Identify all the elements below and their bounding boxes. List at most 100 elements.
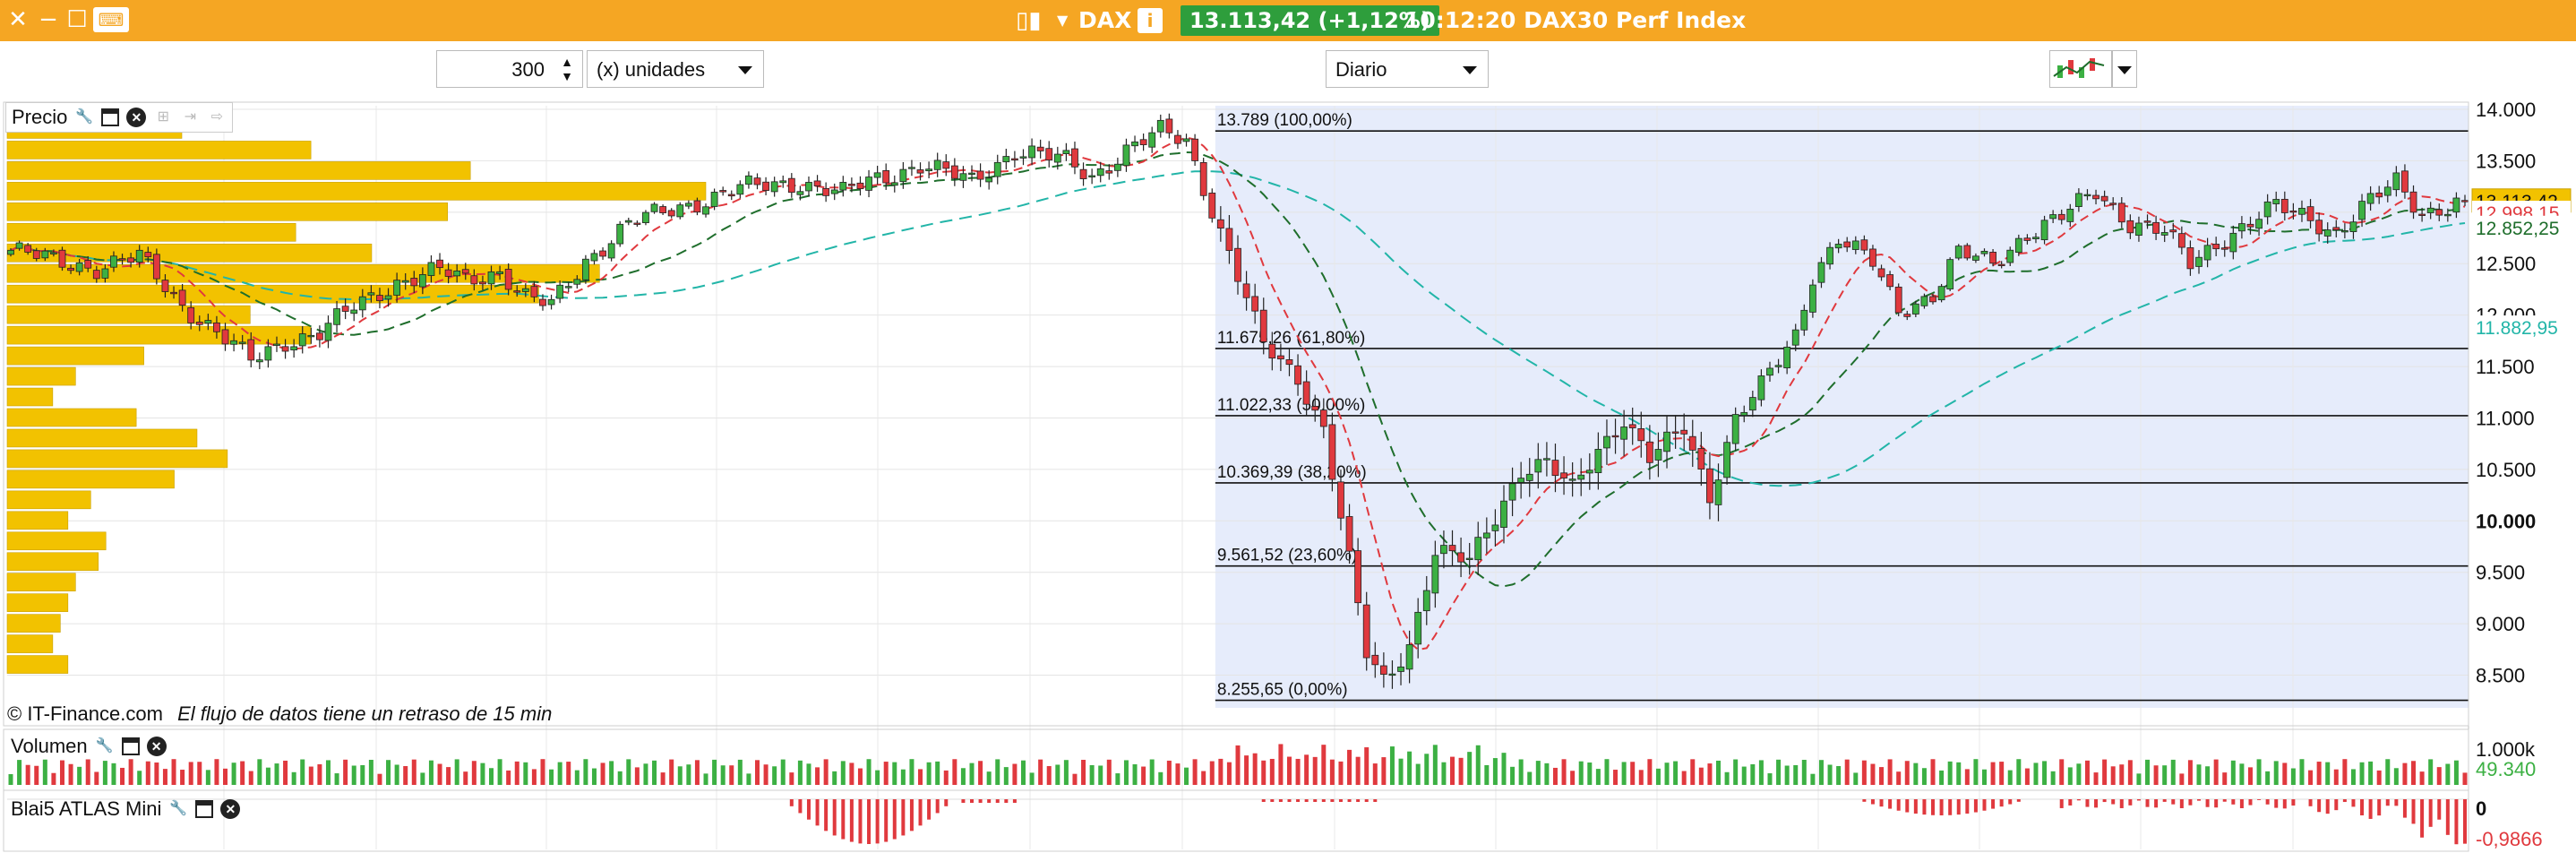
candle	[642, 210, 649, 226]
indicator-bar	[2445, 799, 2450, 835]
indicator-panel-header: Blai5 ATLAS Mini 🔧 ✕	[5, 794, 245, 824]
window-icon[interactable]	[101, 108, 120, 126]
candle-body-up	[2074, 193, 2082, 207]
candle-body-down	[2418, 213, 2426, 216]
indicator-bar	[1948, 799, 1953, 815]
volume-bar	[446, 767, 451, 785]
indicator-bar	[1347, 799, 1352, 802]
close-icon[interactable]: ✕	[126, 108, 147, 127]
count-stepper[interactable]: 300 ▲ ▼	[436, 50, 583, 88]
volume-bar	[737, 759, 743, 785]
volume-bar	[1012, 763, 1018, 785]
candle-body-up	[1422, 590, 1430, 612]
candle	[2160, 225, 2168, 243]
candle-body-down	[599, 250, 606, 257]
maximize-icon[interactable]: ☐	[66, 6, 88, 33]
candle-body-up	[298, 333, 306, 347]
volume-bar	[1338, 761, 1344, 785]
candle-body-down	[1294, 365, 1301, 385]
candle-body-up	[1740, 411, 1748, 416]
symbol-label[interactable]: DAX	[1078, 7, 1132, 33]
indicator-bar	[2437, 799, 2442, 820]
indicator-bar	[2188, 799, 2193, 806]
candle-body-up	[1431, 555, 1439, 594]
indicator-bar	[2342, 799, 2347, 803]
volume-bar	[1690, 759, 1696, 785]
indicators-button[interactable]	[2049, 50, 2112, 88]
wrench-icon[interactable]: 🔧	[95, 738, 114, 754]
info-icon[interactable]: i	[1138, 8, 1163, 33]
candle	[2289, 202, 2297, 220]
candle	[2340, 223, 2348, 239]
wrench-icon[interactable]: 🔧	[169, 801, 188, 816]
add-panel-icon: ⊞	[157, 109, 170, 125]
indicator-bar	[1364, 799, 1369, 802]
candle	[1508, 467, 1516, 517]
candle	[2401, 164, 2409, 199]
candle	[1740, 405, 1748, 423]
candle-body-down	[1234, 247, 1241, 282]
volume-bar	[2127, 760, 2133, 785]
volume-bar	[772, 766, 777, 785]
candle	[1783, 340, 1791, 375]
candle-body-up	[75, 262, 83, 272]
candle-body-up	[676, 204, 684, 218]
volume-bar	[2110, 766, 2116, 785]
candle-body-up	[333, 308, 340, 325]
indicator-panel[interactable]: 0 -0,9866	[7, 797, 2543, 850]
chart-area[interactable]: 13.789 (100,00%) 11.675,26 (61,80%) 11.022…	[0, 99, 2576, 853]
period-select[interactable]: Diario	[1326, 50, 1489, 88]
chart-type-icon[interactable]: ▯▮	[1016, 7, 1042, 34]
volume-bar	[1046, 766, 1052, 785]
minimize-icon[interactable]: −	[39, 6, 58, 33]
volume-bar	[1733, 759, 1739, 785]
volume-bar	[2247, 767, 2253, 785]
fib-label: 11.022,33 (50,00%)	[1217, 396, 1366, 415]
candle-body-up	[2040, 220, 2048, 241]
close-icon[interactable]: ✕	[220, 799, 241, 819]
candle	[1302, 370, 1310, 416]
profile-bar	[6, 305, 251, 324]
candle-body-down	[461, 269, 469, 274]
candle-body-up	[1517, 478, 1525, 483]
candle	[616, 220, 624, 247]
candle	[453, 263, 461, 283]
window-icon[interactable]	[121, 737, 140, 755]
price-panel[interactable]: 13.789 (100,00%) 11.675,26 (61,80%) 11.022…	[6, 99, 2572, 849]
volume-bar	[2119, 764, 2125, 785]
chevron-down-icon[interactable]: ▼	[1057, 12, 1069, 29]
candle	[487, 265, 495, 290]
indicators-dropdown[interactable]	[2112, 50, 2137, 88]
axis-tick-label: 10.500	[2476, 459, 2536, 481]
candle-body-down	[170, 291, 177, 295]
wrench-icon[interactable]: 🔧	[75, 109, 94, 125]
volume-bar	[2239, 763, 2245, 785]
volume-bar	[2265, 771, 2271, 785]
window-icon[interactable]	[195, 800, 214, 818]
keyboard-icon[interactable]: ⌨	[93, 7, 129, 32]
candle	[1877, 264, 1885, 281]
candle	[1697, 431, 1705, 487]
indicator-bar	[2411, 799, 2416, 824]
indicator-bar	[2402, 799, 2407, 818]
unit-select[interactable]: (x) unidades	[587, 50, 764, 88]
candle-body-up	[2229, 232, 2237, 253]
volume-bar	[849, 763, 854, 785]
close-icon[interactable]: ✕	[146, 737, 167, 756]
candle	[1036, 139, 1044, 159]
candle	[547, 294, 555, 310]
candle-body-down	[1637, 428, 1645, 442]
candle-body-down	[1551, 460, 1559, 477]
candle-body-up	[358, 296, 366, 311]
indicator-bar	[2162, 799, 2167, 802]
indicator-bar	[2291, 799, 2296, 806]
indicator-bar	[2308, 799, 2313, 806]
stepper-arrows-icon[interactable]: ▲ ▼	[561, 55, 573, 83]
close-icon[interactable]: ✕	[8, 6, 28, 33]
candle-body-up	[1440, 545, 1447, 555]
candle	[358, 289, 366, 318]
candle-body-down	[1277, 355, 1284, 360]
candle-body-up	[7, 249, 14, 255]
candle	[298, 325, 306, 354]
